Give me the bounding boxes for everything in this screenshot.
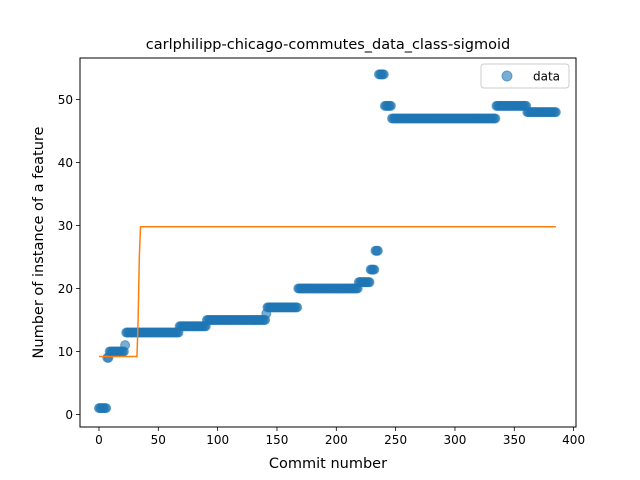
data-point [120, 340, 131, 351]
plot-frame [79, 57, 577, 428]
y-tick-label: 10 [58, 345, 73, 359]
data-point [364, 277, 375, 288]
x-tick-label: 50 [151, 433, 166, 447]
data-point [369, 264, 380, 275]
legend-marker-data [501, 70, 513, 82]
legend-box [480, 63, 570, 89]
data-point [385, 100, 396, 111]
x-axis: 0 50 100 150 200 250 300 350 400 [95, 427, 585, 447]
data-point [490, 113, 501, 124]
y-tick-label: 40 [58, 156, 73, 170]
data-point [550, 107, 561, 118]
data-point [292, 302, 303, 313]
x-tick-label: 0 [95, 433, 103, 447]
y-tick-label: 20 [58, 282, 73, 296]
y-tick-label: 50 [58, 93, 73, 107]
x-tick-label: 100 [206, 433, 229, 447]
x-tick-label: 150 [266, 433, 289, 447]
y-axis: 0 10 20 30 40 50 [58, 93, 80, 422]
x-tick-label: 350 [503, 433, 526, 447]
y-tick-label: 30 [58, 219, 73, 233]
data-point [378, 69, 389, 80]
legend: data [480, 63, 570, 89]
data-point [372, 245, 383, 256]
x-tick-label: 400 [562, 433, 585, 447]
fit-line [98, 226, 556, 358]
x-axis-label: Commit number [269, 456, 387, 472]
legend-label-data: data [533, 70, 560, 84]
plot-area [93, 69, 561, 414]
y-axis-label: Number of instance of a feature [31, 126, 47, 358]
x-tick-label: 300 [444, 433, 467, 447]
x-tick-label: 200 [325, 433, 348, 447]
data-point [101, 403, 112, 414]
x-tick-label: 250 [384, 433, 407, 447]
y-tick-label: 0 [65, 408, 73, 422]
chart-title: carlphilipp-chicago-commutes_data_class-… [146, 37, 510, 53]
